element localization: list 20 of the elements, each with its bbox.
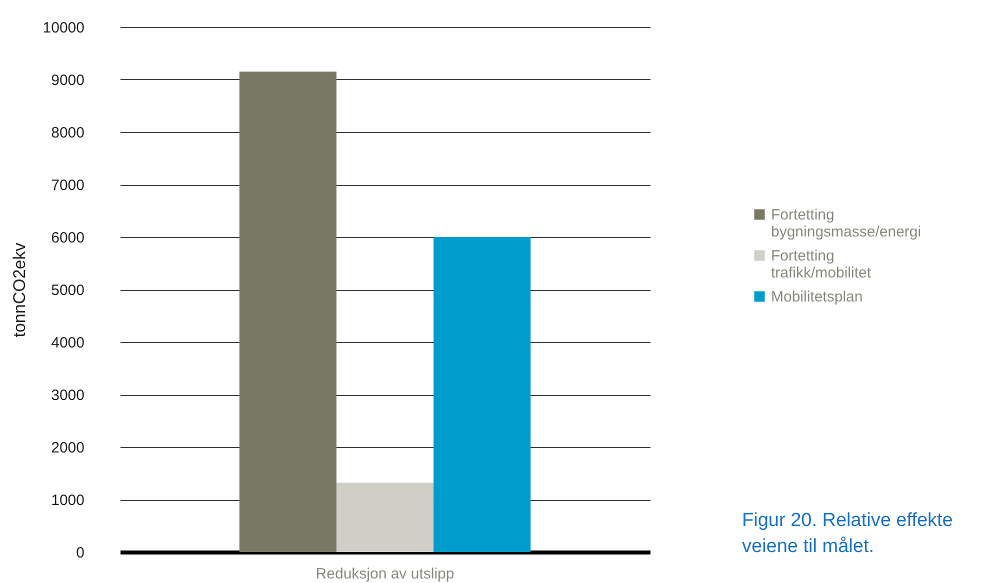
y-tick-label: 2000	[51, 440, 84, 456]
y-tick-label: 0	[76, 544, 84, 562]
bar	[434, 237, 531, 552]
bar	[336, 482, 434, 552]
y-tick-label: 4000	[51, 334, 84, 352]
y-tick-label: 1000	[51, 492, 84, 509]
text: Figur 20. Relative effekte veiene til målet.	[742, 509, 954, 559]
y-tick-label: 10000	[42, 20, 84, 36]
bar	[239, 72, 336, 552]
y-tick-label: 9000	[51, 72, 84, 89]
y-axis-title: tonnCO2ekv	[10, 242, 29, 338]
y-tick-label: 6000	[51, 230, 84, 246]
x-tick-label: Reduksjon av utslipp	[316, 566, 454, 582]
y-tick-label: 3000	[51, 387, 84, 404]
legend-label: Fortetting bygningsmasse/energi	[771, 206, 922, 240]
legend-label: Mobilitetsplan	[771, 288, 863, 306]
y-tick-label: 5000	[51, 282, 84, 299]
y-tick-label: 7000	[51, 177, 84, 194]
y-tick-label: 8000	[51, 124, 84, 142]
legend-label: Fortetting trafikk/mobilitet	[771, 248, 872, 282]
